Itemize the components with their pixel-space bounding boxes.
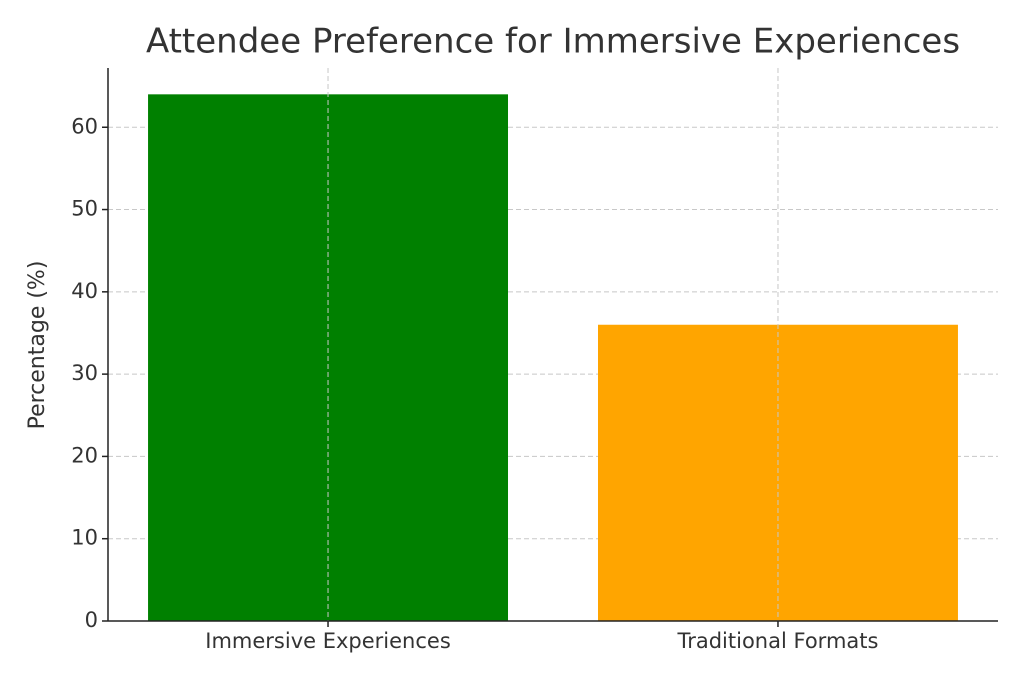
y-tick-label: 60 — [71, 114, 98, 138]
y-tick-label: 20 — [71, 443, 98, 467]
y-tick-label: 10 — [71, 526, 98, 550]
y-tick-label: 0 — [85, 608, 98, 632]
chart-title: Attendee Preference for Immersive Experi… — [146, 22, 960, 62]
x-tick-label: Immersive Experiences — [205, 629, 451, 653]
x-tick-label: Traditional Formats — [676, 629, 878, 653]
y-tick-label: 30 — [71, 361, 98, 385]
y-axis-label: Percentage (%) — [25, 261, 50, 430]
y-tick-label: 50 — [71, 197, 98, 221]
y-tick-label: 40 — [71, 279, 98, 303]
